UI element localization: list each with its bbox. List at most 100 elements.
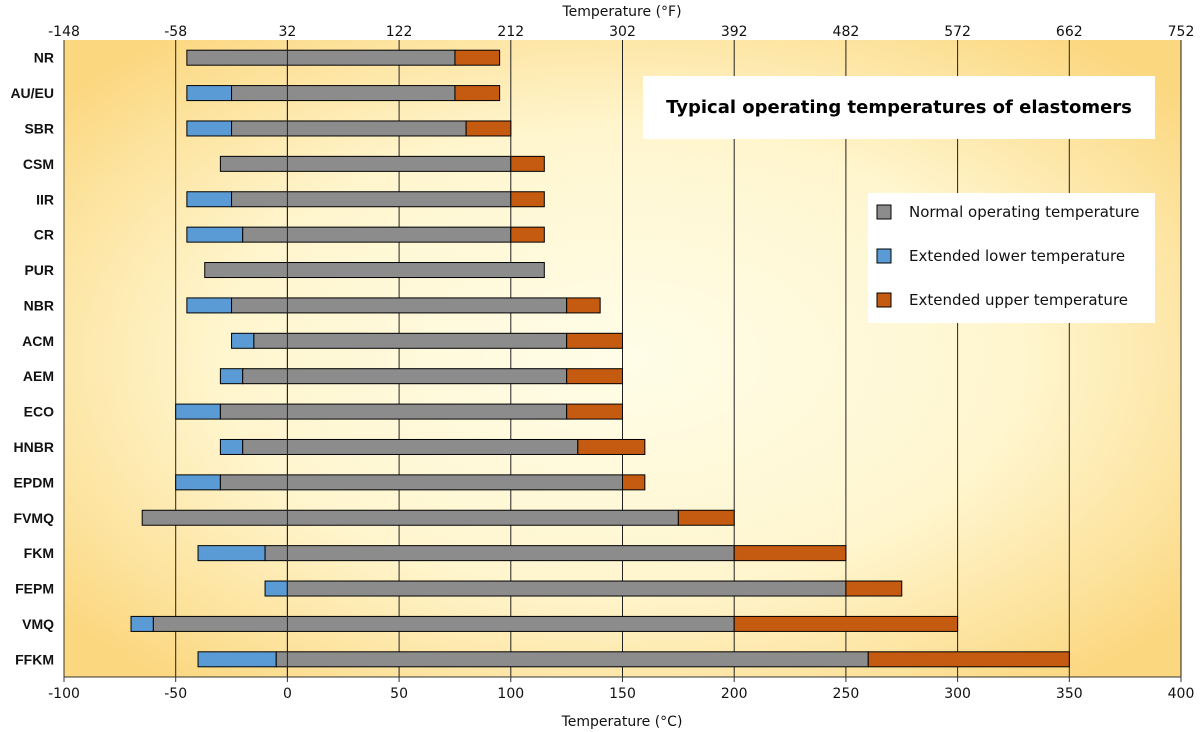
category-label: IIR <box>36 191 54 207</box>
x2-tick-label: 302 <box>609 24 636 40</box>
bar-extended-upper <box>622 474 646 491</box>
category-label: FKM <box>24 545 54 561</box>
category-label: ACM <box>22 333 54 349</box>
category-label: AEM <box>23 368 54 384</box>
x-tick-label: -100 <box>48 686 80 702</box>
x-tick-label: 350 <box>1056 686 1083 702</box>
bar-extended-lower <box>197 651 277 668</box>
x2-axis-title: Temperature (°F) <box>561 4 681 20</box>
x-tick-label: 0 <box>283 686 292 702</box>
bar-normal <box>152 615 735 632</box>
bar-normal <box>253 332 568 349</box>
category-label: EPDM <box>14 474 54 490</box>
bar-extended-upper <box>867 651 1070 668</box>
bar-extended-upper <box>677 509 735 526</box>
category-label: FFKM <box>15 651 54 667</box>
bar-extended-lower <box>264 580 288 597</box>
bar-extended-upper <box>566 368 624 385</box>
x-tick-label: 100 <box>497 686 524 702</box>
bar-normal <box>275 651 869 668</box>
category-labels: NR AU/EU SBR CSM IIR CR PUR NBR ACM AEM ECO HNBR EPD… <box>10 50 54 668</box>
x2-tick-label: 212 <box>497 24 524 40</box>
x2-tick-label: -58 <box>164 24 187 40</box>
bar-extended-lower <box>186 297 233 314</box>
top-tick-labels: -148 -58 32 122 212 302 392 482 572 662 752 <box>48 24 1194 40</box>
x2-tick-label: 752 <box>1168 24 1195 40</box>
x2-tick-label: 572 <box>944 24 971 40</box>
bar-extended-upper <box>510 155 545 172</box>
bar-extended-upper <box>510 191 545 208</box>
bar-extended-lower <box>186 120 233 137</box>
bar-extended-lower <box>219 368 244 385</box>
category-label: NR <box>34 50 54 66</box>
x-tick-label: 50 <box>390 686 408 702</box>
title-box: Typical operating temperatures of elasto… <box>643 76 1155 139</box>
chart-title: Typical operating temperatures of elasto… <box>666 97 1132 118</box>
category-label: CSM <box>23 156 54 172</box>
bar-normal <box>141 509 679 526</box>
bar-normal <box>219 474 623 491</box>
category-label: VMQ <box>22 616 54 632</box>
bar-extended-upper <box>454 49 501 66</box>
category-label: SBR <box>24 120 54 136</box>
bar-extended-lower <box>186 85 233 102</box>
title-background <box>643 76 1155 139</box>
legend-background <box>868 193 1155 323</box>
bar-normal <box>219 403 568 420</box>
bar-normal <box>231 297 568 314</box>
bar-extended-upper <box>566 403 624 420</box>
bar-normal <box>231 85 456 102</box>
legend-label-lower: Extended lower temperature <box>909 247 1125 265</box>
bar-normal <box>231 191 512 208</box>
bar-extended-upper <box>465 120 512 137</box>
legend-label-normal: Normal operating temperature <box>909 203 1139 221</box>
bar-normal <box>231 120 467 137</box>
legend: Normal operating temperature Extended lo… <box>868 193 1155 323</box>
bar-normal <box>264 545 735 562</box>
category-label: PUR <box>24 262 54 278</box>
bar-extended-upper <box>454 85 501 102</box>
category-label: FEPM <box>15 581 54 597</box>
x-tick-label: 250 <box>833 686 860 702</box>
category-label: AU/EU <box>10 85 54 101</box>
bar-extended-upper <box>577 438 646 455</box>
x2-tick-label: 32 <box>278 24 296 40</box>
bar-normal <box>242 438 579 455</box>
bar-normal <box>219 155 512 172</box>
bar-extended-lower <box>231 332 255 349</box>
bar-extended-upper <box>510 226 545 243</box>
x2-tick-label: 662 <box>1056 24 1083 40</box>
x-tick-label: 200 <box>721 686 748 702</box>
category-label: HNBR <box>14 439 54 455</box>
bar-extended-upper <box>845 580 903 597</box>
bar-normal <box>242 368 568 385</box>
bar-extended-upper <box>566 297 601 314</box>
bar-extended-lower <box>197 545 266 562</box>
bar-extended-lower <box>186 226 244 243</box>
x-axis-title: Temperature (°C) <box>561 714 683 730</box>
x-tick-label: 400 <box>1168 686 1195 702</box>
legend-swatch-upper <box>876 292 892 308</box>
bar-normal <box>286 580 847 597</box>
legend-swatch-lower <box>876 248 892 264</box>
bar-normal <box>204 262 545 279</box>
bar-extended-upper <box>566 332 624 349</box>
category-label: ECO <box>24 404 54 420</box>
legend-label-upper: Extended upper temperature <box>909 291 1128 309</box>
x2-tick-label: 482 <box>833 24 860 40</box>
bar-extended-lower <box>186 191 233 208</box>
bar-extended-upper <box>733 545 847 562</box>
bar-extended-lower <box>175 403 221 420</box>
bar-normal <box>186 49 456 66</box>
category-label: NBR <box>24 297 54 313</box>
category-label: CR <box>34 227 54 243</box>
x-tick-label: 150 <box>609 686 636 702</box>
x2-tick-label: 392 <box>721 24 748 40</box>
bar-extended-upper <box>733 615 959 632</box>
bar-extended-lower <box>219 438 244 455</box>
x-tick-label: -50 <box>164 686 187 702</box>
legend-swatch-normal <box>876 204 892 220</box>
bars <box>130 40 1070 677</box>
x-tick-label: 300 <box>944 686 971 702</box>
